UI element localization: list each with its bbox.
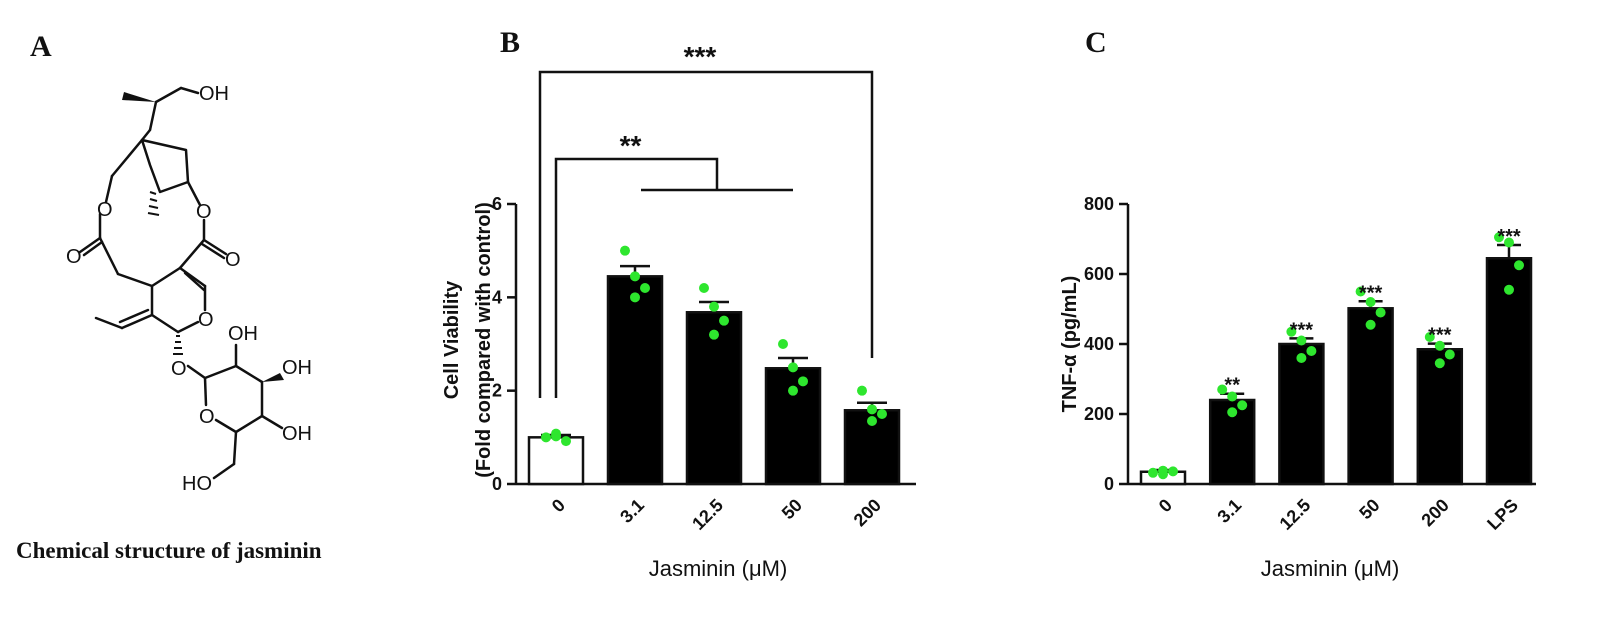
atom-oh-sugar-2: OH bbox=[228, 323, 258, 345]
significance-label: ** bbox=[1224, 375, 1240, 397]
x-tick-label: 200 bbox=[1417, 495, 1452, 530]
atom-o-glycosidic: O bbox=[171, 358, 187, 380]
atom-o-carbonyl-left: O bbox=[66, 246, 82, 268]
data-point bbox=[620, 245, 630, 256]
panel-letter-a: A bbox=[30, 30, 52, 63]
y-axis-title: TNF-α (pg/mL) bbox=[1059, 276, 1081, 413]
y-tick-label: 0 bbox=[1104, 474, 1114, 494]
bar-200 bbox=[1416, 348, 1464, 486]
data-point bbox=[709, 301, 719, 312]
y-axis-title: Cell Viability bbox=[441, 280, 463, 399]
significance-label: *** bbox=[1359, 282, 1383, 304]
data-point bbox=[1504, 237, 1514, 248]
x-tick-label: 3.1 bbox=[1213, 495, 1245, 527]
data-point bbox=[1158, 469, 1168, 480]
atom-o-ring-left: O bbox=[97, 199, 113, 221]
panel-letter-b: B bbox=[500, 26, 521, 59]
y-tick-label: 800 bbox=[1084, 194, 1114, 214]
data-point bbox=[640, 283, 650, 293]
x-tick-label: 50 bbox=[1355, 495, 1383, 523]
y-tick-label: 4 bbox=[492, 287, 502, 307]
data-point bbox=[1217, 384, 1228, 395]
y-tick-label: 600 bbox=[1084, 264, 1114, 284]
data-point bbox=[699, 283, 709, 293]
data-point bbox=[1444, 349, 1455, 360]
atom-oh-sugar-4: OH bbox=[282, 423, 312, 445]
structure-caption: Chemical structure of jasminin bbox=[16, 538, 322, 563]
data-point bbox=[1237, 400, 1248, 411]
atom-oh-top: OH bbox=[199, 83, 229, 105]
jasminin-structure: OH O O O O O O OH OH OH O HO bbox=[66, 83, 312, 495]
data-point bbox=[1424, 332, 1435, 342]
data-point bbox=[709, 329, 719, 340]
significance-label: *** bbox=[1428, 325, 1452, 347]
atom-o-ring-right: O bbox=[196, 201, 212, 223]
data-point bbox=[1434, 340, 1445, 351]
significance-label: *** bbox=[1290, 319, 1314, 341]
bracket-label: *** bbox=[684, 41, 717, 72]
data-point bbox=[1227, 407, 1238, 418]
y-tick-label: 400 bbox=[1084, 334, 1114, 354]
y-tick-label: 200 bbox=[1084, 404, 1114, 424]
y-tick-label: 0 bbox=[492, 474, 502, 494]
bracket-label: ** bbox=[620, 130, 642, 161]
bar-3.1 bbox=[606, 275, 664, 486]
significance-label: *** bbox=[1497, 226, 1521, 248]
data-point bbox=[1296, 335, 1307, 346]
data-point bbox=[541, 432, 551, 443]
data-point bbox=[1514, 260, 1524, 271]
bracket-control-vs-200 bbox=[538, 70, 874, 398]
y-axis-title: (Fold compared with control) bbox=[473, 202, 495, 478]
data-point bbox=[630, 271, 640, 282]
data-point bbox=[551, 428, 561, 439]
data-point bbox=[788, 362, 798, 373]
data-point bbox=[1148, 467, 1158, 478]
atom-ho-sugar-6: HO bbox=[182, 473, 212, 495]
data-point bbox=[778, 339, 788, 349]
data-point bbox=[1355, 286, 1366, 297]
data-point bbox=[1365, 297, 1376, 307]
data-point bbox=[1375, 307, 1386, 318]
data-point bbox=[1494, 232, 1504, 243]
data-point bbox=[1434, 358, 1445, 369]
data-point bbox=[788, 385, 798, 396]
data-point bbox=[1227, 391, 1238, 402]
x-axis-title: Jasminin (μM) bbox=[649, 556, 788, 581]
data-point bbox=[630, 292, 640, 303]
atom-o-carbonyl-right: O bbox=[225, 249, 241, 271]
panel-letter-c: C bbox=[1085, 26, 1107, 59]
data-point bbox=[1296, 353, 1307, 363]
x-axis-title: Jasminin (μM) bbox=[1261, 556, 1400, 581]
x-tick-label: 12.5 bbox=[1276, 495, 1315, 534]
bracket-control-vs-group bbox=[554, 157, 719, 398]
data-point bbox=[1286, 326, 1297, 337]
atom-oh-sugar-3: OH bbox=[282, 357, 312, 379]
data-point bbox=[867, 416, 877, 426]
y-tick-label: 6 bbox=[492, 194, 502, 214]
data-point bbox=[1365, 319, 1376, 330]
bar-50 bbox=[1347, 307, 1394, 486]
atom-o-sugar-ring: O bbox=[199, 406, 215, 428]
data-point bbox=[798, 376, 808, 387]
atom-o-pyran: O bbox=[198, 309, 214, 331]
data-point bbox=[561, 436, 571, 447]
data-point bbox=[867, 404, 877, 415]
y-tick-label: 2 bbox=[492, 381, 502, 401]
bar-0 bbox=[527, 436, 585, 486]
x-tick-label: 0 bbox=[1155, 495, 1176, 516]
x-tick-label: LPS bbox=[1483, 495, 1522, 534]
data-point bbox=[1168, 466, 1178, 477]
data-point bbox=[877, 409, 887, 419]
data-point bbox=[1504, 284, 1514, 295]
data-point bbox=[719, 315, 729, 326]
data-point bbox=[1306, 346, 1317, 356]
data-point bbox=[857, 385, 867, 396]
bar-12.5 bbox=[1278, 342, 1325, 486]
